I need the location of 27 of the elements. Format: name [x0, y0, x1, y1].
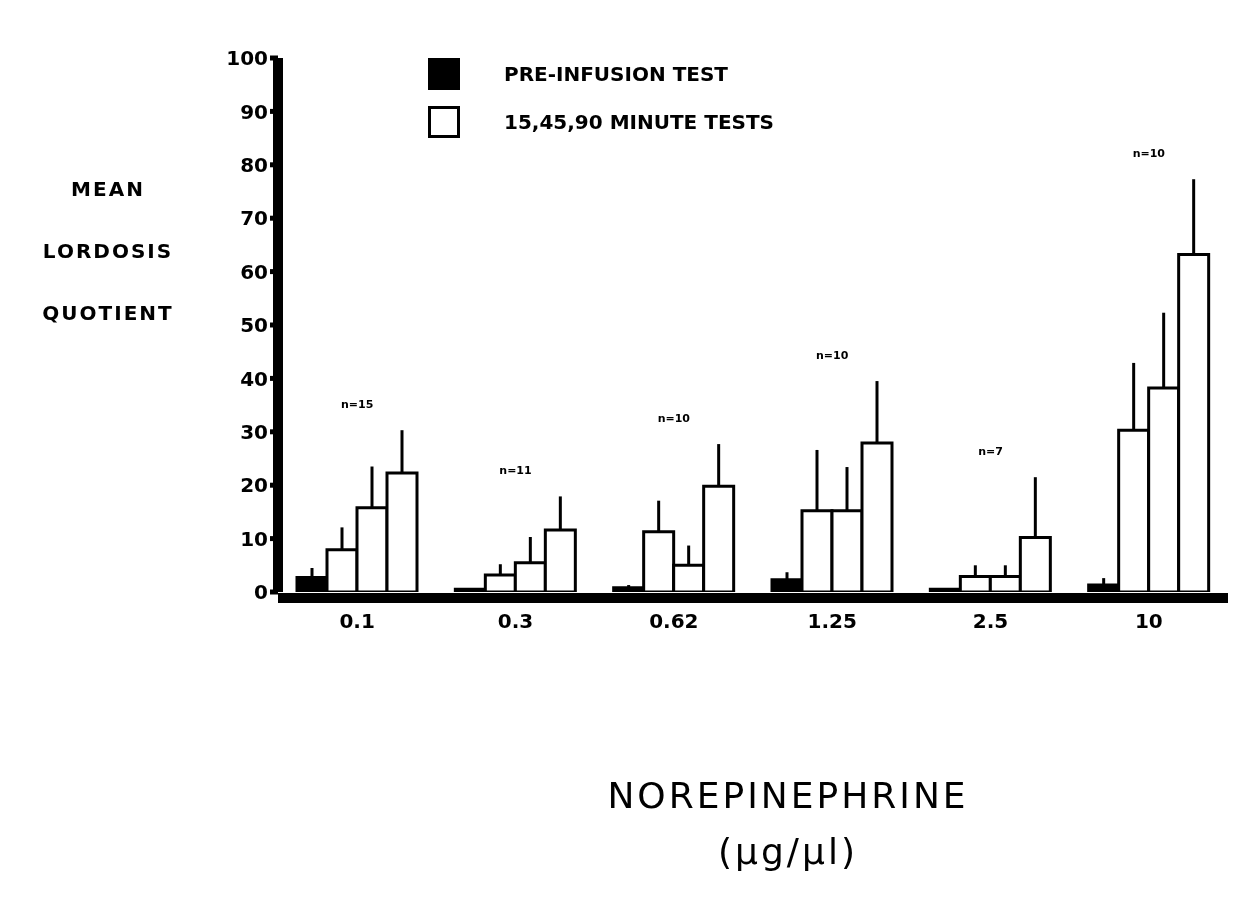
x-tick-label: 0.62	[649, 609, 699, 634]
y-tick-label: 100	[226, 46, 268, 71]
x-tick-label: 0.3	[497, 609, 534, 634]
y-tick-label: 60	[240, 259, 268, 284]
y-tick-label: 50	[240, 313, 268, 338]
x-tick-label: 2.5	[972, 609, 1009, 634]
annotation: n=15	[340, 398, 374, 412]
x-axis-title: NOREPINEPHRINE (µg/µl)	[606, 774, 970, 874]
y-tick-label: 0	[254, 580, 268, 605]
annotation: n=10	[815, 349, 849, 363]
y-tick-label: 30	[240, 419, 268, 444]
y-tick-label: 80	[240, 152, 268, 177]
legend-label: PRE-INFUSION TEST	[504, 62, 729, 86]
x-tick-label: 0.1	[339, 609, 375, 634]
legend-label: 15,45,90 MINUTE TESTS	[504, 110, 774, 134]
y-tick-label: 10	[240, 526, 268, 551]
annotation: n=11	[499, 464, 532, 478]
y-tick-label: 90	[240, 99, 268, 124]
x-tick-label: 10	[1134, 609, 1163, 634]
y-tick-label: 70	[240, 206, 268, 231]
y-tick-label: 20	[240, 473, 268, 498]
annotation: n=7	[978, 445, 1003, 459]
y-tick-label: 40	[240, 366, 268, 391]
x-tick-label: 1.25	[807, 609, 857, 634]
annotation: n=10	[1132, 147, 1166, 161]
text: MEAN LORDOSIS QUOTIENT	[42, 177, 174, 325]
annotation: n=10	[657, 412, 691, 426]
